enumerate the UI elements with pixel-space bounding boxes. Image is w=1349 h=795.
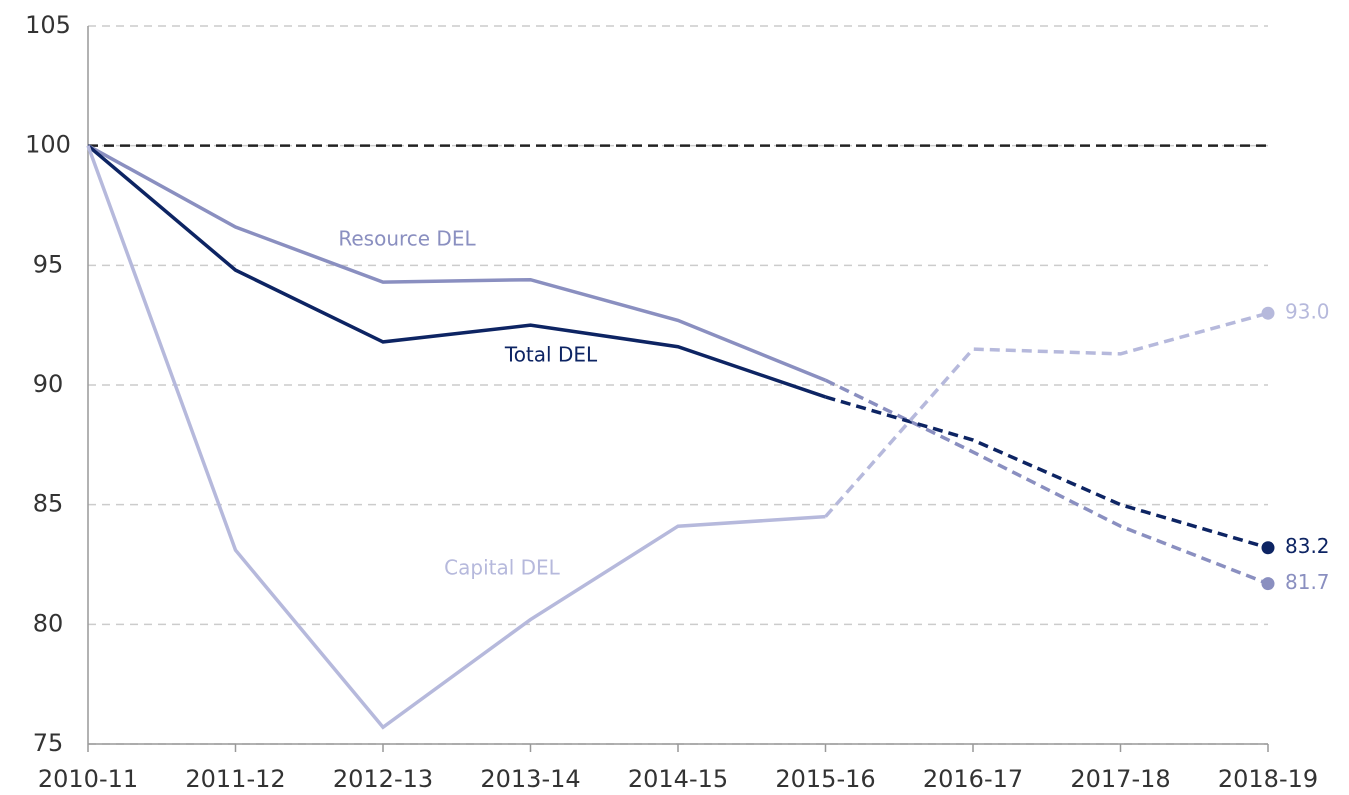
y-tick-label: 105 bbox=[25, 11, 71, 39]
y-tick-label: 90 bbox=[33, 370, 64, 398]
y-tick-label: 75 bbox=[33, 729, 64, 757]
series-name: Capital DEL bbox=[444, 556, 561, 580]
series-name: Resource DEL bbox=[338, 227, 476, 251]
y-tick-label: 85 bbox=[33, 490, 64, 518]
x-tick-label: 2017-18 bbox=[1070, 765, 1170, 793]
value-label: 83.2 bbox=[1285, 534, 1330, 558]
x-tick-label: 2015-16 bbox=[775, 765, 875, 793]
y-tick-label: 100 bbox=[25, 131, 71, 159]
x-tick-label: 2018-19 bbox=[1218, 765, 1318, 793]
x-tick-label: 2012-13 bbox=[333, 765, 433, 793]
value-label: 81.7 bbox=[1285, 570, 1330, 594]
forecast-line bbox=[824, 378, 1269, 586]
series-name: Total DEL bbox=[504, 343, 598, 367]
x-tick-label: 2010-11 bbox=[38, 765, 138, 793]
end-point bbox=[1261, 541, 1275, 555]
series-line bbox=[86, 144, 827, 399]
y-tick-label: 95 bbox=[33, 250, 64, 278]
end-point bbox=[1261, 306, 1275, 320]
forecast-line bbox=[824, 311, 1269, 518]
x-tick-label: 2014-15 bbox=[628, 765, 728, 793]
x-tick-label: 2013-14 bbox=[480, 765, 580, 793]
forecast-line bbox=[825, 395, 1269, 550]
x-tick-label: 2016-17 bbox=[923, 765, 1023, 793]
series-line bbox=[87, 144, 827, 382]
series-line bbox=[86, 145, 826, 730]
value-label: 93.0 bbox=[1285, 300, 1330, 324]
x-tick-label: 2011-12 bbox=[185, 765, 285, 793]
end-point bbox=[1261, 577, 1275, 591]
y-tick-label: 80 bbox=[33, 609, 64, 637]
